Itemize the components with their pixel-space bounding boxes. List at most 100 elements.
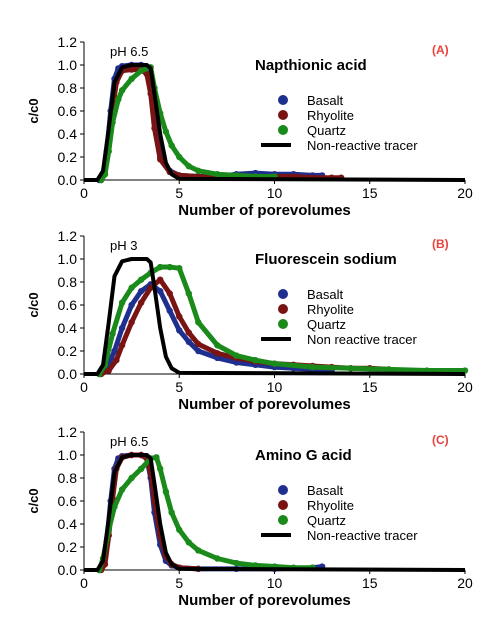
series-trace <box>98 64 277 183</box>
x-tick-label: 0 <box>80 379 88 395</box>
y-tick-label: 0.2 <box>58 539 78 555</box>
data-point <box>162 128 170 135</box>
data-point <box>185 329 192 336</box>
y-tick-label: 0.4 <box>58 126 78 142</box>
x-axis-title: Number of porevolumes <box>178 396 351 413</box>
legend-marker <box>278 110 288 120</box>
y-tick-label: 0.2 <box>58 343 78 359</box>
series-trace <box>96 454 316 573</box>
x-tick-label: 15 <box>362 379 378 395</box>
legend-label: Quartz <box>307 513 346 528</box>
series-quartz <box>97 64 278 184</box>
data-point <box>153 454 160 461</box>
data-point <box>185 338 192 345</box>
y-axis-title: c/c0 <box>26 488 41 513</box>
data-point <box>233 172 240 179</box>
series-trace <box>98 67 344 183</box>
panel-3: 0.0 0.2 0.4 0.6 0.8 1.0 1.2 0 5 10 15 20 Number of p… <box>26 424 473 609</box>
data-point <box>128 66 135 73</box>
ph-annotation: pH 6.5 <box>110 44 148 59</box>
series-trace <box>96 452 325 573</box>
x-tick-label: 0 <box>80 185 88 201</box>
legend-label: Basalt <box>307 93 344 108</box>
series-non-reactive-tracer <box>84 63 466 182</box>
data-point <box>214 354 221 362</box>
x-tick-label: 15 <box>362 185 378 201</box>
data-point <box>113 357 120 364</box>
y-tick-label: 1.2 <box>58 34 78 50</box>
ph-annotation: pH 6.5 <box>110 434 148 449</box>
data-point <box>195 319 202 326</box>
data-point <box>111 503 118 510</box>
data-point <box>157 465 164 472</box>
data-point <box>214 350 221 357</box>
y-tick-label: 0.0 <box>58 172 78 188</box>
series-non-reactive-tracer <box>84 453 466 572</box>
legend-label: Basalt <box>307 287 344 302</box>
legend-label: Rhyolite <box>307 108 354 123</box>
data-point <box>176 327 183 334</box>
data-point <box>137 465 145 472</box>
y-tick-label: 0.8 <box>58 470 78 486</box>
legend-label: Non-reactive tracer <box>307 528 418 543</box>
data-point <box>233 559 240 567</box>
data-point <box>309 363 316 371</box>
legend-label: Non-reactive tracer <box>307 138 418 153</box>
ph-annotation: pH 3 <box>110 238 137 253</box>
data-point <box>157 276 164 283</box>
x-tick-label: 5 <box>175 575 183 591</box>
y-axis-title: c/c0 <box>26 292 41 317</box>
x-tick-label: 10 <box>267 185 283 201</box>
series-non-reactive-tracer <box>84 257 466 376</box>
data-point <box>118 87 126 94</box>
data-point <box>118 324 126 332</box>
data-point <box>128 75 135 83</box>
series-quartz <box>96 454 316 574</box>
data-point <box>157 156 164 163</box>
tracer-line <box>84 63 466 182</box>
data-point <box>109 330 116 337</box>
y-tick-label: 0.6 <box>58 103 78 119</box>
data-point <box>143 71 151 78</box>
data-point <box>128 284 135 291</box>
data-point <box>185 290 192 297</box>
panel-label: (A) <box>432 43 449 57</box>
data-point <box>214 342 221 349</box>
data-point <box>166 307 173 314</box>
data-point <box>252 562 259 569</box>
tracer-line <box>84 257 466 376</box>
legend-marker <box>278 95 288 105</box>
data-point <box>157 288 164 295</box>
legend-label: Rhyolite <box>307 498 354 513</box>
legend-marker <box>278 515 288 525</box>
data-point <box>195 547 202 554</box>
x-tick-label: 20 <box>457 185 473 201</box>
y-tick-label: 0.4 <box>58 320 78 336</box>
data-point <box>105 367 112 374</box>
legend-marker <box>278 289 288 299</box>
y-tick-label: 0.8 <box>58 80 78 96</box>
data-point <box>176 313 183 320</box>
panel-1: 0.0 0.2 0.4 0.6 0.8 1.0 1.2 0 5 10 15 20 Number of p… <box>26 34 473 219</box>
y-axis-title: c/c0 <box>26 98 41 123</box>
data-point <box>118 299 126 306</box>
data-point <box>176 153 183 161</box>
data-point <box>128 474 135 482</box>
panel-title: Fluorescein sodium <box>255 251 397 268</box>
data-point <box>118 342 126 349</box>
legend-label: Quartz <box>307 317 346 332</box>
legend-label: Non reactive tracer <box>307 332 417 347</box>
y-tick-label: 0.6 <box>58 493 78 509</box>
legend-marker <box>278 319 288 329</box>
data-point <box>137 276 145 283</box>
data-point <box>195 347 202 355</box>
data-point <box>185 163 192 170</box>
data-point <box>252 357 259 364</box>
data-point <box>176 265 183 272</box>
data-point <box>176 526 183 533</box>
data-point <box>214 171 221 178</box>
panel-label: (C) <box>432 433 449 447</box>
panel-title: Napthionic acid <box>255 57 367 74</box>
